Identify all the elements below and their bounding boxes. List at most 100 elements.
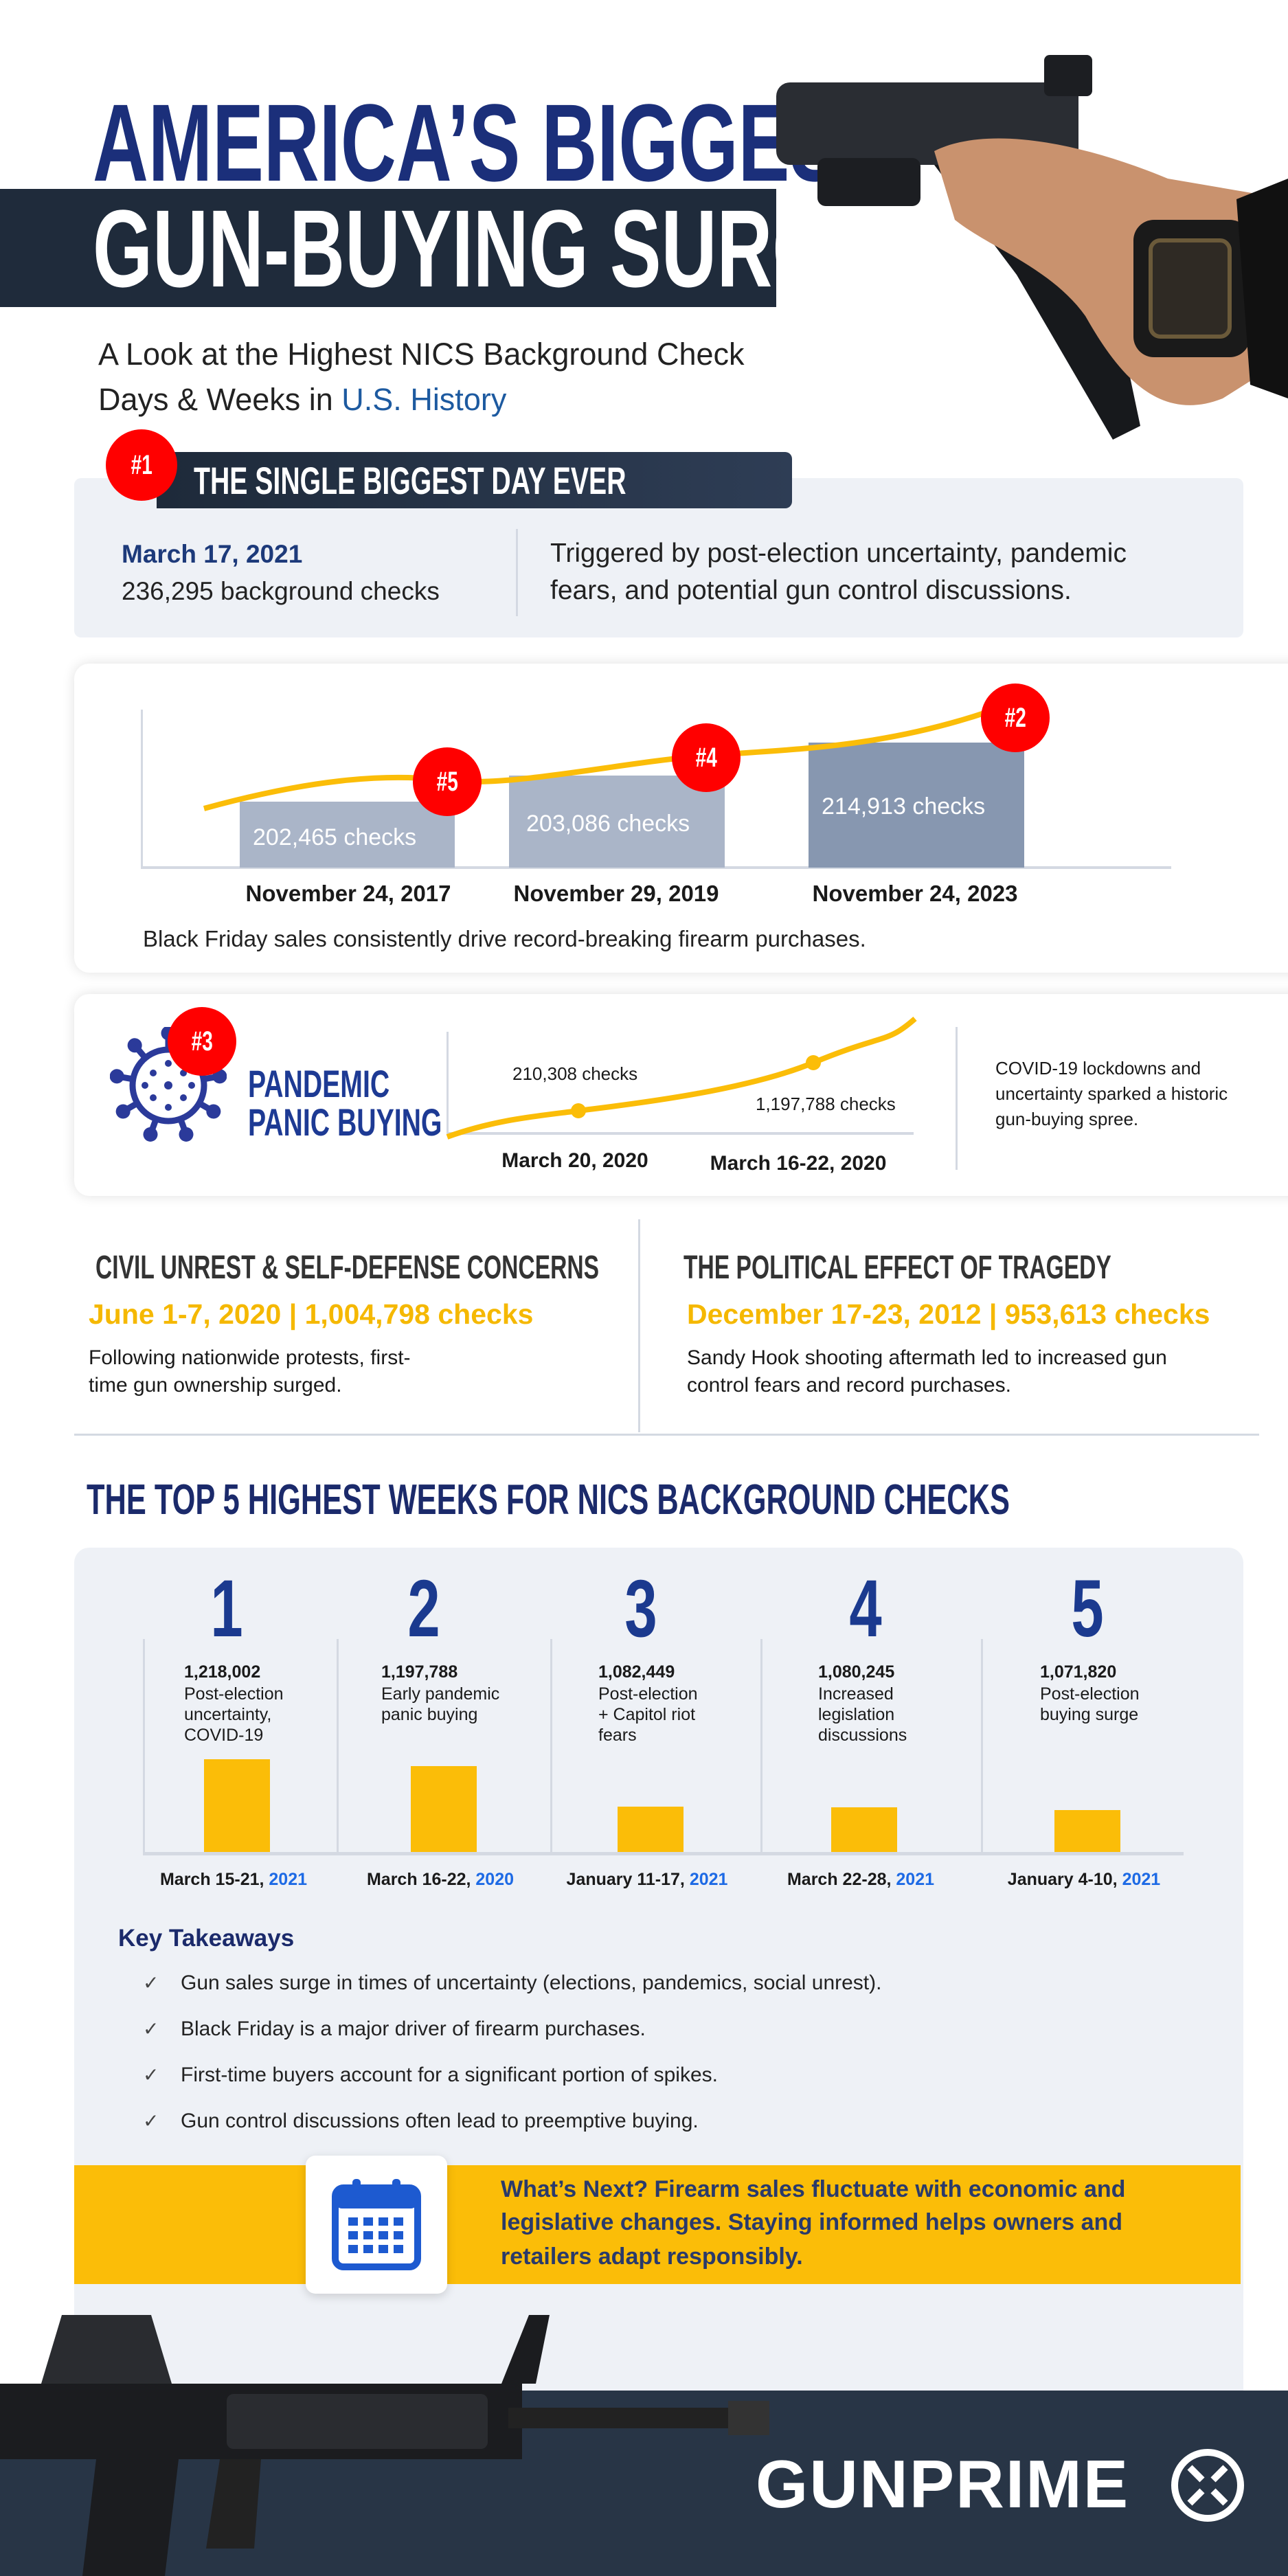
title-line2: GUN-BUYING SURGES [93, 187, 935, 310]
biggest-day-date: March 17, 2021 [122, 540, 303, 568]
pistol-image [776, 55, 1288, 440]
rank-number: 5 [1071, 1563, 1104, 1654]
pandemic-desc-2: uncertainty sparked a historic [995, 1083, 1228, 1104]
biggest-day-checks: 236,295 background checks [122, 577, 440, 605]
week-bar [411, 1766, 477, 1853]
bf-bar-2023 [809, 743, 1024, 868]
rank-badge-2: #2 [981, 683, 1050, 752]
subtitle-prefix: Days & Weeks in [98, 382, 342, 417]
pandemic-desc-1: COVID-19 lockdowns and [995, 1058, 1201, 1078]
point1-label: 210,308 checks [512, 1063, 638, 1084]
calendar-icon-box [306, 2156, 447, 2294]
political-stat: December 17-23, 2012 | 953,613 checks [687, 1298, 1210, 1330]
takeaway-item: Black Friday is a major driver of firear… [181, 2018, 646, 2040]
week-date-year: 2021 [896, 1870, 935, 1889]
divider [956, 1027, 958, 1170]
column-divider [760, 1639, 762, 1853]
week-date: January 4-10, 2021 [1008, 1870, 1160, 1890]
rank-badge-4: #4 [672, 723, 741, 792]
crosshair-logo-icon [1171, 2449, 1244, 2522]
column-divider [143, 1639, 145, 1853]
takeaway-item: Gun sales surge in times of uncertainty … [181, 1971, 882, 1994]
rank-number: 3 [624, 1563, 657, 1654]
biggest-day-heading-bar [157, 452, 792, 508]
week-bar [204, 1759, 270, 1853]
week-bar [618, 1806, 683, 1853]
takeaway-item: First-time buyers account for a signific… [181, 2064, 718, 2086]
rank-badge-3: #3 [168, 1007, 236, 1076]
biggest-day-desc-2: fears, and potential gun control discuss… [550, 576, 1072, 605]
week-date: March 16-22, 2020 [367, 1870, 514, 1890]
political-text-2: control fears and record purchases. [687, 1374, 1011, 1397]
section-divider [74, 1434, 1259, 1436]
week-description: legislation [818, 1705, 895, 1724]
bf-date-2019: November 29, 2019 [513, 881, 719, 906]
pandemic-title-2: PANIC BUYING [248, 1100, 442, 1144]
civil-stat: June 1-7, 2020 | 1,004,798 checks [89, 1298, 534, 1330]
week-description: Post-election [1040, 1684, 1140, 1704]
pandemic-title-1: PANDEMIC [248, 1062, 390, 1105]
week-date-year: 2021 [1122, 1870, 1161, 1889]
bf-label-2019: 203,086 checks [526, 811, 690, 837]
chart-x-axis [141, 866, 1171, 869]
week-value: 1,082,449 [598, 1662, 675, 1682]
whats-next-line3: retailers adapt responsibly. [501, 2244, 803, 2270]
week-date: March 15-21, 2021 [160, 1870, 307, 1890]
week-date-range: March 15-21, [159, 1870, 269, 1889]
top5-heading: THE TOP 5 HIGHEST WEEKS FOR NICS BACKGRO… [87, 1476, 1010, 1524]
week-date: January 11-17, 2021 [567, 1870, 728, 1890]
trend-line [203, 699, 1017, 811]
whats-next-banner [74, 2165, 1241, 2284]
week-date-year: 2021 [269, 1870, 308, 1889]
week-date-range: March 22-28, [787, 1870, 896, 1889]
week-value: 1,080,245 [818, 1662, 895, 1682]
whats-next-line1: What’s Next? Firearm sales fluctuate wit… [501, 2176, 1126, 2202]
top5-baseline [143, 1852, 1184, 1855]
bf-label-2017: 202,465 checks [253, 824, 417, 850]
subtitle-line2: Days & Weeks in U.S. History [98, 382, 506, 418]
mini-y-axis [447, 1032, 449, 1135]
week-description: Post-election [184, 1684, 284, 1704]
point2-label: 1,197,788 checks [756, 1094, 896, 1114]
rank-number: 2 [407, 1563, 440, 1654]
week-date-range: January 11-17, [566, 1870, 690, 1889]
week-description: + Capitol riot [598, 1705, 696, 1724]
biggest-day-heading: THE SINGLE BIGGEST DAY EVER [194, 459, 626, 502]
takeaway-item: Gun control discussions often lead to pr… [181, 2110, 699, 2132]
chart-y-axis [141, 710, 143, 869]
takeaways-heading: Key Takeaways [118, 1925, 295, 1952]
column-divider [337, 1639, 339, 1853]
week-date: March 22-28, 2021 [787, 1870, 934, 1890]
point-1 [571, 1103, 586, 1118]
bf-bar-2019 [509, 776, 725, 868]
divider [638, 1219, 640, 1432]
bf-date-2023: November 24, 2023 [812, 881, 1018, 906]
column-divider [981, 1639, 983, 1853]
divider [516, 529, 518, 616]
week-date-year: 2020 [475, 1870, 515, 1889]
week-description: buying surge [1040, 1705, 1139, 1724]
week-description: Increased [818, 1684, 894, 1704]
civil-text-1: Following nationwide protests, first- [89, 1346, 411, 1369]
mini-x-axis [447, 1132, 914, 1135]
pandemic-date2: March 16-22, 2020 [710, 1152, 887, 1175]
week-description: Early pandemic [381, 1684, 500, 1704]
whats-next-line2: legislative changes. Staying informed he… [501, 2209, 1123, 2235]
week-value: 1,197,788 [381, 1662, 458, 1682]
week-value: 1,218,002 [184, 1662, 261, 1682]
bf-bar-2017 [240, 802, 455, 868]
title-line1: AMERICA’S BIGGEST [93, 81, 888, 204]
week-description: COVID-19 [184, 1726, 264, 1745]
rank-badge-5: #5 [413, 747, 482, 816]
pandemic-trend-line [446, 1016, 917, 1140]
political-text-1: Sandy Hook shooting aftermath led to inc… [687, 1346, 1167, 1369]
title-band [0, 189, 776, 307]
rank-number: 1 [210, 1563, 243, 1654]
bf-date-2017: November 24, 2017 [245, 881, 451, 906]
rifle-image [0, 2315, 769, 2576]
week-date-year: 2021 [689, 1870, 728, 1889]
check-icon: ✓ [143, 2110, 159, 2132]
check-icon: ✓ [143, 2064, 159, 2086]
week-description: panic buying [381, 1705, 478, 1724]
column-divider [550, 1639, 552, 1853]
